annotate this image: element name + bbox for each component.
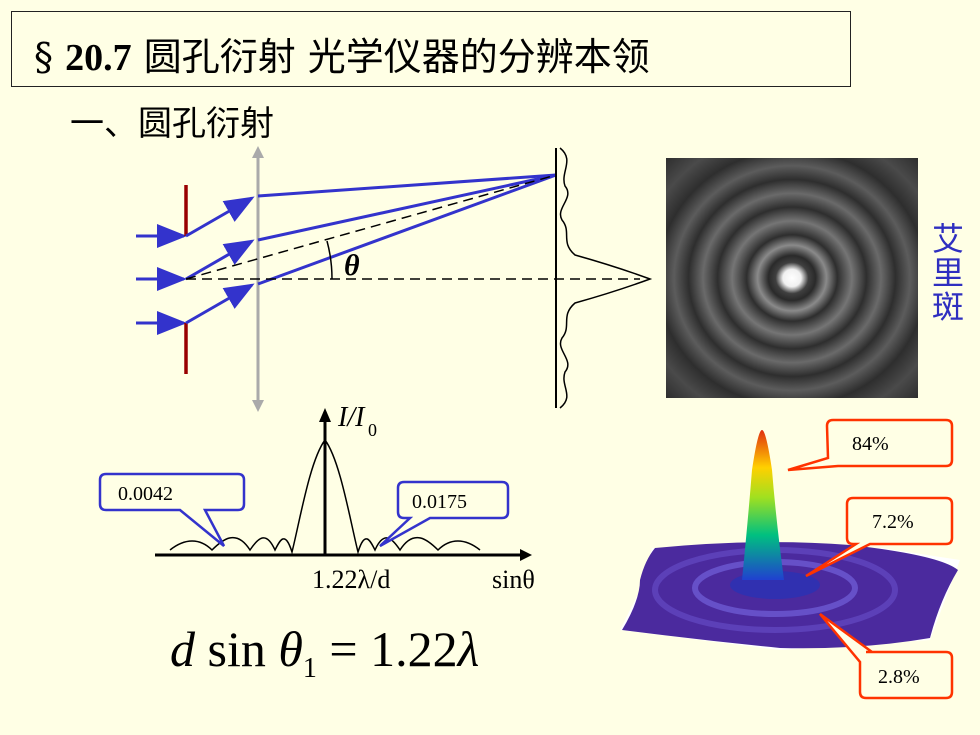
airy-label-char-3: 斑 <box>931 288 964 326</box>
formula-rhs: = 1.22 <box>316 621 458 677</box>
ray-b2 <box>257 173 557 242</box>
intensity-curve <box>169 438 481 555</box>
airy-disk-image <box>666 158 918 398</box>
resolution-formula: d sin θ1 = 1.22λ <box>170 620 479 685</box>
section-symbol: § <box>34 35 53 79</box>
formula-lambda: λ <box>457 621 480 677</box>
ray-b1 <box>185 239 255 281</box>
y-axis-label: I/I <box>337 402 366 433</box>
theta-arc <box>326 240 333 280</box>
formula-d: d <box>170 621 195 677</box>
formula-subscript: 1 <box>302 653 317 684</box>
callout-right <box>379 480 510 548</box>
title-box: § 20.7 圆孔衍射 光学仪器的分辨本领 <box>11 11 851 87</box>
y-axis-label-sub: 0 <box>368 420 377 440</box>
callout-left-text: 0.0042 <box>118 483 173 505</box>
subtitle: 一、圆孔衍射 <box>70 104 274 144</box>
x-axis-label: sinθ <box>492 565 535 594</box>
screen-intensity-profile <box>559 147 653 409</box>
callout-84-text: 84% <box>852 433 889 455</box>
chief-ray-dashed <box>185 174 557 280</box>
callout-7-2 <box>805 496 954 578</box>
airy-disk-label: 艾 里 斑 <box>928 222 968 324</box>
callout-2-8-text: 2.8% <box>878 666 920 688</box>
pattern-3d-peak <box>742 430 784 580</box>
formula-theta: θ <box>278 621 303 677</box>
formula-sin: sin <box>195 621 266 677</box>
ray-c1 <box>185 283 255 325</box>
callout-84 <box>787 418 954 472</box>
page-title: § 20.7 圆孔衍射 光学仪器的分辨本领 <box>34 26 650 81</box>
ray-a1 <box>185 196 255 238</box>
callout-7-2-text: 7.2% <box>872 511 914 533</box>
theta-label: θ <box>344 249 360 282</box>
callout-2-8 <box>819 612 954 700</box>
airy-label-char-2: 里 <box>931 254 964 292</box>
title-text: 圆孔衍射 光学仪器的分辨本领 <box>143 35 650 79</box>
ray-c2 <box>257 173 557 286</box>
airy-label-char-1: 艾 <box>931 220 964 258</box>
callout-left <box>98 472 246 547</box>
callout-right-text: 0.0175 <box>412 491 467 513</box>
pattern-3d <box>620 430 960 650</box>
section-number: 20.7 <box>65 37 132 79</box>
x-tick-label: 1.22λ/d <box>312 565 390 594</box>
ray-a2 <box>257 173 557 198</box>
